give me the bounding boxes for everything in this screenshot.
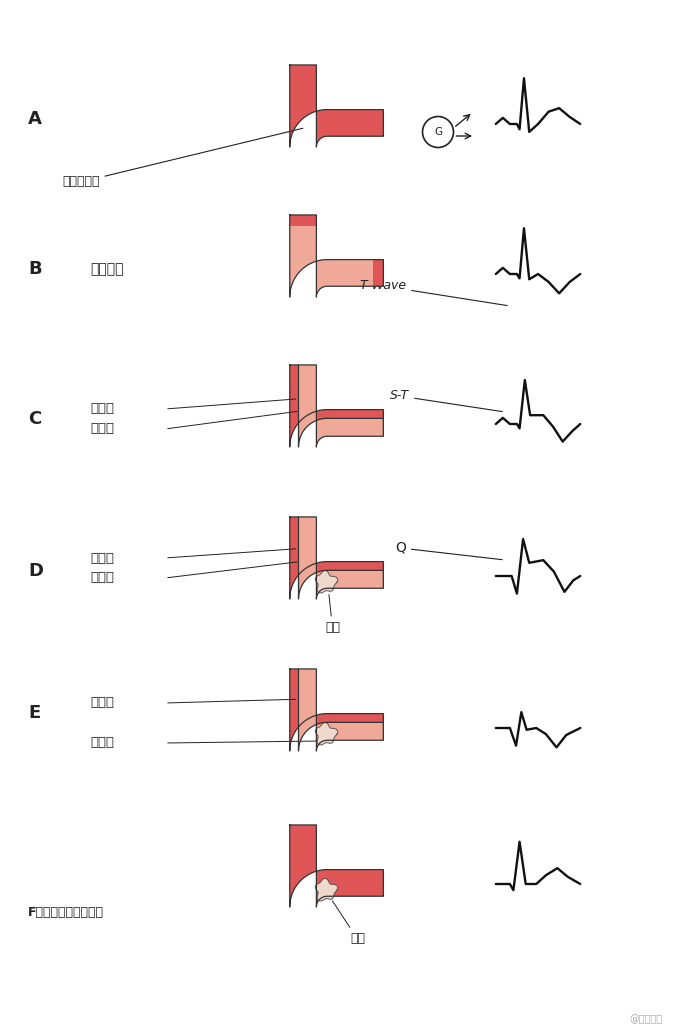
- Text: T Wave: T Wave: [360, 279, 508, 306]
- Polygon shape: [290, 825, 384, 907]
- Text: 损伤区: 损伤区: [90, 572, 114, 584]
- Text: C: C: [28, 410, 41, 428]
- Text: @医学美图: @医学美图: [629, 1014, 662, 1024]
- Text: S-T: S-T: [390, 390, 502, 412]
- Text: 正常心室壁: 正常心室壁: [62, 128, 303, 188]
- Text: B: B: [28, 260, 42, 278]
- Polygon shape: [290, 669, 384, 751]
- Polygon shape: [299, 365, 384, 447]
- Text: G: G: [434, 127, 442, 136]
- Text: E: E: [28, 704, 40, 722]
- Text: 缺血区: 缺血区: [90, 402, 114, 416]
- Polygon shape: [290, 215, 316, 225]
- Polygon shape: [315, 879, 338, 901]
- Polygon shape: [290, 65, 384, 147]
- Text: 梗死: 梗死: [325, 595, 340, 635]
- Text: A: A: [28, 110, 42, 128]
- Text: F心肌梗死（恢复期）: F心肌梗死（恢复期）: [28, 906, 104, 918]
- Polygon shape: [315, 723, 338, 746]
- Text: Q: Q: [395, 541, 502, 559]
- Polygon shape: [290, 517, 384, 599]
- Text: 缺血区: 缺血区: [90, 697, 114, 709]
- Polygon shape: [299, 517, 384, 599]
- Text: 梗死区: 梗死区: [90, 736, 114, 750]
- Polygon shape: [290, 365, 384, 447]
- Polygon shape: [373, 260, 384, 286]
- Polygon shape: [290, 215, 384, 297]
- Polygon shape: [299, 669, 384, 751]
- Polygon shape: [315, 571, 338, 594]
- Text: 瘢痕: 瘢痕: [332, 901, 365, 945]
- Text: D: D: [28, 562, 43, 580]
- Text: 缺血区: 缺血区: [90, 551, 114, 565]
- Text: 损伤区: 损伤区: [90, 423, 114, 435]
- Text: 局部缺血: 局部缺血: [90, 262, 123, 276]
